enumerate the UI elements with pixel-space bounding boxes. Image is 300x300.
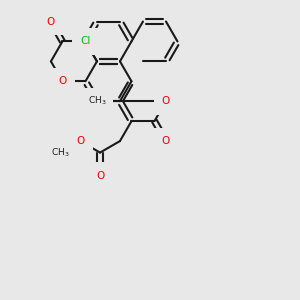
Text: CH$_3$: CH$_3$ bbox=[88, 95, 106, 107]
Text: O: O bbox=[58, 76, 67, 86]
Text: O: O bbox=[96, 171, 104, 181]
Text: O: O bbox=[162, 136, 170, 146]
Text: O: O bbox=[162, 96, 170, 106]
Text: Cl: Cl bbox=[80, 36, 91, 46]
Text: O: O bbox=[47, 16, 55, 26]
Text: O: O bbox=[76, 136, 84, 146]
Text: CH$_3$: CH$_3$ bbox=[51, 146, 70, 159]
